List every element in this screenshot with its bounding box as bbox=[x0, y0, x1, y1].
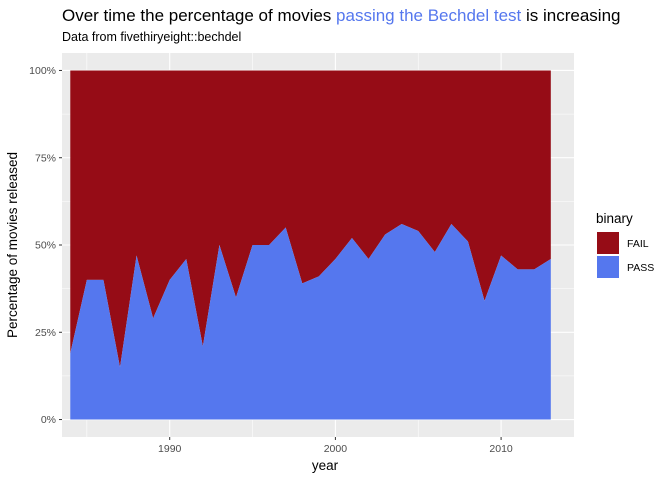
area-pass bbox=[70, 224, 551, 420]
y-tick-label: 0% bbox=[41, 414, 56, 426]
area-fail bbox=[70, 70, 551, 368]
chart-subtitle: Data from fivethiryeight::bechdel bbox=[62, 30, 241, 44]
legend-title: binary bbox=[596, 211, 633, 226]
chart-title: Over time the percentage of movies passi… bbox=[62, 6, 620, 25]
y-axis-ticks: 0% 25% 50% 75% 100% bbox=[29, 65, 62, 426]
y-tick-label: 75% bbox=[35, 152, 56, 164]
x-axis-title: year bbox=[312, 458, 339, 473]
title-text-after: is increasing bbox=[521, 6, 620, 25]
y-tick-label: 50% bbox=[35, 240, 56, 252]
y-axis-title: Percentage of movies released bbox=[5, 152, 20, 338]
title-highlight: passing the Bechdel test bbox=[336, 6, 522, 25]
x-tick-label: 2000 bbox=[324, 443, 348, 455]
y-tick-label: 100% bbox=[29, 65, 56, 77]
x-axis-ticks: 1990 2000 2010 bbox=[158, 437, 513, 455]
legend: binary FAIL PASS bbox=[596, 211, 654, 278]
legend-label-fail: FAIL bbox=[627, 238, 649, 250]
x-tick-label: 1990 bbox=[158, 443, 182, 455]
title-text-before: Over time the percentage of movies bbox=[62, 6, 336, 25]
area-layers bbox=[70, 70, 551, 420]
y-tick-label: 25% bbox=[35, 327, 56, 339]
legend-swatch-fail bbox=[597, 232, 619, 254]
legend-swatch-pass bbox=[597, 256, 619, 278]
legend-label-pass: PASS bbox=[627, 262, 654, 274]
x-tick-label: 2010 bbox=[489, 443, 513, 455]
